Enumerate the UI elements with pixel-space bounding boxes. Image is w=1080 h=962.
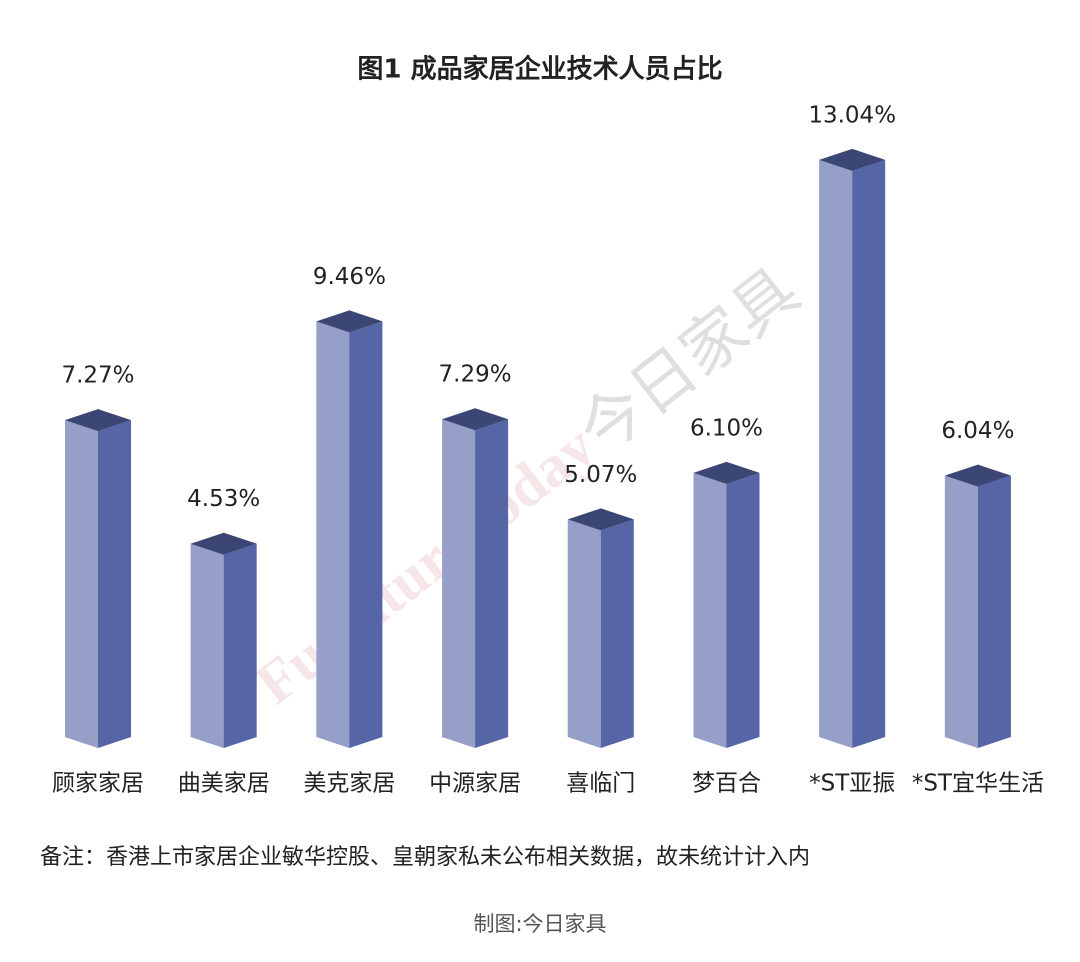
bar-top [944,464,1011,487]
bar-top-shade [442,408,509,431]
bar-face-shade [442,419,476,748]
value-label: 6.10% [690,415,763,441]
value-label: 4.53% [187,486,260,512]
bar-side [475,419,509,748]
bar-face [944,475,978,748]
bar-face-shade [944,475,978,748]
bar-top-shade [190,532,257,555]
bar-face [65,420,98,748]
bar-side [852,159,886,748]
bar-side [98,420,131,748]
plot: 7.27% 顾家家居 4.53% 曲美家居 9.46% 美克家居 7.29% 中源家居 5.07… [52,102,1044,796]
bar-side [349,321,383,748]
bar-face-shade [567,519,601,748]
bar-face-shade [316,321,350,748]
bar-face [567,519,601,748]
value-label: 6.04% [941,418,1014,444]
bar-face [819,159,853,748]
bar-top-shade [819,148,886,171]
bar-side [223,543,257,748]
bar-face-shade [65,420,98,748]
bar-top [190,532,257,555]
bar-face [693,472,727,748]
x-tick-label: *ST亚振 [809,771,895,797]
bar-top-shade [567,508,634,531]
x-tick-label: 梦百合 [692,771,761,797]
bar-side [600,519,634,748]
bar-face-shade [190,543,224,748]
bar-top [693,461,760,484]
bar-face-shade [693,472,727,748]
bar-face [316,321,350,748]
value-label: 5.07% [564,462,637,488]
value-label: 13.04% [808,102,896,128]
x-tick-label: 曲美家居 [178,771,270,797]
bar-top [65,409,131,432]
value-label: 7.27% [61,363,134,389]
x-tick-label: 美克家居 [303,771,395,797]
value-label: 7.29% [439,362,512,388]
bar-face [190,543,224,748]
chart-title: 图1 成品家居企业技术人员占比 [357,54,722,85]
note: 备注：香港上市家居企业敏华控股、皇朝家私未公布相关数据，故未统计计入内 [40,845,810,870]
x-tick-label: 顾家家居 [52,771,144,797]
bar-face-shade [819,159,853,748]
source: 制图:今日家具 [473,912,606,936]
value-label: 9.46% [313,264,386,290]
bar-face [442,419,476,748]
bar-top [567,508,634,531]
x-tick-label: *ST宜华生活 [912,771,1044,797]
x-tick-label: 喜临门 [566,771,635,797]
bar-side [977,475,1011,748]
bar-top-shade [65,409,131,432]
x-tick-label: 中源家居 [429,771,521,797]
bar-top-shade [316,310,383,333]
bar-top-shade [944,464,1011,487]
bar-top [442,408,509,431]
bar-side [726,472,760,748]
bar-top [316,310,383,333]
bar-top-shade [693,461,760,484]
bar-top [819,148,886,171]
